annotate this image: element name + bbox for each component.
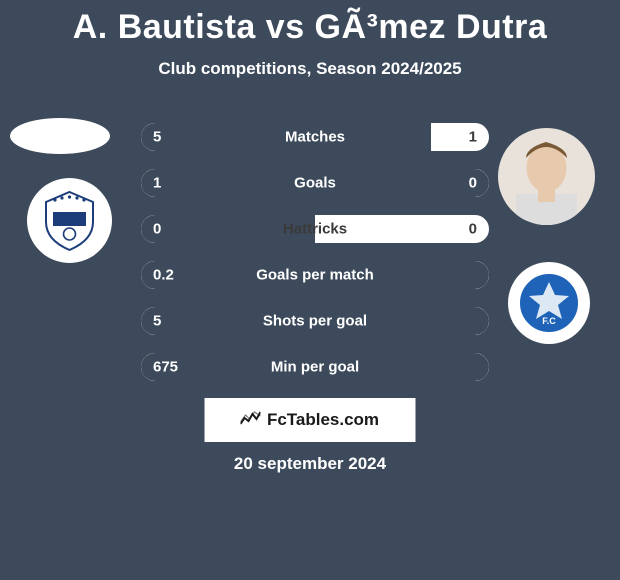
stat-label: Min per goal (271, 359, 359, 376)
player-right-avatar (498, 128, 595, 225)
stat-row: 0 Hattricks 0 (140, 214, 490, 244)
stat-right-value: 1 (469, 129, 477, 146)
player-left-avatar (10, 118, 110, 154)
stat-left-value: 1 (153, 175, 161, 192)
stat-label: Hattricks (283, 221, 347, 238)
chart-icon (241, 410, 261, 431)
stat-right-value: 0 (469, 221, 477, 238)
subtitle: Club competitions, Season 2024/2025 (0, 59, 620, 79)
stat-left-value: 5 (153, 129, 161, 146)
stat-left-value: 5 (153, 313, 161, 330)
stat-label: Goals (294, 175, 336, 192)
stat-label: Matches (285, 129, 345, 146)
stat-row: 5 Matches 1 (140, 122, 490, 152)
stat-left-value: 0 (153, 221, 161, 238)
club-right-badge: F.C (508, 262, 590, 344)
stat-row: 0.2 Goals per match (140, 260, 490, 290)
stats-table: 5 Matches 1 1 Goals 0 0 Hattricks 0 0.2 Goals per … (140, 122, 490, 398)
stat-row: 1 Goals 0 (140, 168, 490, 198)
club-left-badge (27, 178, 112, 263)
date-label: 20 september 2024 (234, 454, 386, 474)
stat-row: 675 Min per goal (140, 352, 490, 382)
page-title: A. Bautista vs GÃ³mez Dutra (0, 0, 620, 47)
branding-text: FcTables.com (267, 410, 379, 430)
stat-label: Shots per goal (263, 313, 367, 330)
stat-left-value: 675 (153, 359, 178, 376)
branding-badge: FcTables.com (203, 396, 418, 444)
svg-text:F.C: F.C (542, 316, 556, 326)
stat-left-value: 0.2 (153, 267, 174, 284)
stat-right-value: 0 (469, 175, 477, 192)
stat-row: 5 Shots per goal (140, 306, 490, 336)
stat-label: Goals per match (256, 267, 374, 284)
